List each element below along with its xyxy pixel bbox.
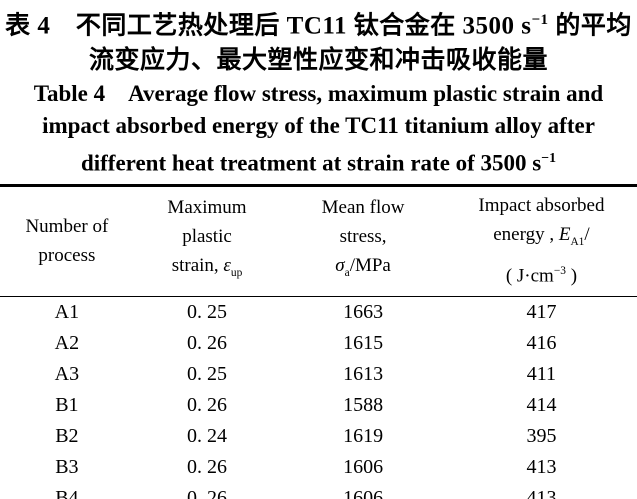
header-line: Mean flow xyxy=(321,197,405,219)
epsilon-symbol: ε xyxy=(223,255,231,277)
header-line: plastic xyxy=(182,226,232,248)
col-header-mean-flow-stress: Mean flow stress, σa/MPa xyxy=(280,185,446,298)
header-text: energy , xyxy=(493,223,559,245)
table-cell-stress: 1613 xyxy=(343,363,384,386)
table-cell-stress: 1619 xyxy=(343,425,384,448)
table-cell-strain: 0. 26 xyxy=(187,487,228,499)
sigma-subscript: a xyxy=(344,266,350,279)
header-line: Maximum xyxy=(167,197,247,219)
table-cell-stress: 1615 xyxy=(343,332,384,355)
col-header-maximum-plastic-strain: Maximum plastic strain, εup xyxy=(133,185,281,298)
table-cell-energy: 416 xyxy=(526,332,557,355)
header-line: stress, xyxy=(339,226,387,248)
header-line: Number of xyxy=(25,215,109,237)
table-row: A1 0. 25 1663 417 xyxy=(0,297,637,329)
table-row: B3 0. 26 1606 413 xyxy=(0,452,637,483)
table-cell-process: B4 xyxy=(55,487,79,499)
caption-en-line2: impact absorbed energy of the TC11 titan… xyxy=(42,113,595,139)
energy-symbol: E xyxy=(558,223,571,245)
table-cell-strain: 0. 24 xyxy=(187,425,228,448)
header-line: strain, εup xyxy=(134,251,281,288)
header-row: Number of process Maximum plastic strain… xyxy=(0,185,637,298)
table-cell-stress: 1606 xyxy=(343,456,384,479)
caption-en-line3: different heat treatment at strain rate … xyxy=(0,142,637,180)
table-header: Number of process Maximum plastic strain… xyxy=(0,185,637,298)
sigma-symbol: σ xyxy=(335,255,345,277)
table-cell-energy: 413 xyxy=(526,487,557,499)
table-caption-zh: 表 4 不同工艺热处理后 TC11 钛合金在 3500 s−1 的平均 流变应力… xyxy=(0,0,637,78)
table-cell-energy: 411 xyxy=(526,363,557,386)
table-cell-strain: 0. 26 xyxy=(187,456,228,479)
header-line: energy , EA1/ xyxy=(446,220,637,257)
table-cell-energy: 395 xyxy=(526,425,557,448)
table-cell-strain: 0. 26 xyxy=(187,394,228,417)
table-row: A3 0. 25 1613 411 xyxy=(0,359,637,390)
table-cell-energy: 413 xyxy=(526,456,557,479)
caption-zh-line1: 表 4 不同工艺热处理后 TC11 钛合金在 3500 s−1 的平均 xyxy=(0,3,637,43)
caption-zh-line2: 流变应力、最大塑性应变和冲击吸收能量 xyxy=(88,47,548,75)
header-text: /MPa xyxy=(349,255,391,277)
header-line: σa/MPa xyxy=(280,251,446,288)
table-cell-process: A2 xyxy=(54,332,80,355)
table-cell-process: B1 xyxy=(55,394,79,417)
epsilon-subscript: up xyxy=(230,266,243,279)
header-text: / xyxy=(584,223,590,245)
table-cell-energy: 414 xyxy=(526,394,557,417)
header-line: Impact absorbed xyxy=(478,194,605,216)
table-cell-stress: 1606 xyxy=(343,487,384,499)
table-cell-stress: 1663 xyxy=(343,301,384,324)
header-text: strain, xyxy=(171,255,224,277)
table-cell-strain: 0. 26 xyxy=(187,332,228,355)
table-cell-process: B2 xyxy=(55,425,79,448)
header-line: process xyxy=(38,244,96,266)
col-header-impact-absorbed-energy: Impact absorbed energy , EA1/ ( J·cm−3 ) xyxy=(445,185,637,298)
table-cell-process: A1 xyxy=(54,301,80,324)
table-body: A1 0. 25 1663 417 A2 0. 26 1615 416 A3 0… xyxy=(0,297,637,499)
table-cell-process: A3 xyxy=(54,363,80,386)
table-cell-energy: 417 xyxy=(526,301,557,324)
table-row: B4 0. 26 1606 413 xyxy=(0,483,637,499)
unit-superscript: −3 xyxy=(553,264,566,277)
header-text: ) xyxy=(565,265,578,287)
table-cell-strain: 0. 25 xyxy=(187,363,228,386)
caption-en-line3-text: different heat treatment at strain rate … xyxy=(80,150,542,176)
caption-zh-line1-superscript: −1 xyxy=(531,12,549,28)
table-row: B2 0. 24 1619 395 xyxy=(0,421,637,452)
table-caption-en: Table 4 Average flow stress, maximum pla… xyxy=(0,78,637,180)
table-cell-strain: 0. 25 xyxy=(187,301,228,324)
caption-en-line1: Table 4 Average flow stress, maximum pla… xyxy=(33,81,604,107)
header-line: ( J·cm−3 ) xyxy=(446,257,637,290)
data-table: Number of process Maximum plastic strain… xyxy=(0,183,637,499)
table-cell-process: B3 xyxy=(55,456,79,479)
header-text: ( J·cm xyxy=(505,265,554,287)
caption-zh-line1-text: 表 4 不同工艺热处理后 TC11 钛合金在 3500 s xyxy=(5,12,532,40)
table-row: B1 0. 26 1588 414 xyxy=(0,390,637,421)
caption-zh-line1-suffix: 的平均 xyxy=(548,12,632,40)
caption-en-line3-superscript: −1 xyxy=(541,150,557,166)
table-cell-stress: 1588 xyxy=(343,394,384,417)
col-header-number-of-process: Number of process xyxy=(0,185,134,298)
energy-subscript: A1 xyxy=(570,235,585,248)
table-row: A2 0. 26 1615 416 xyxy=(0,328,637,359)
